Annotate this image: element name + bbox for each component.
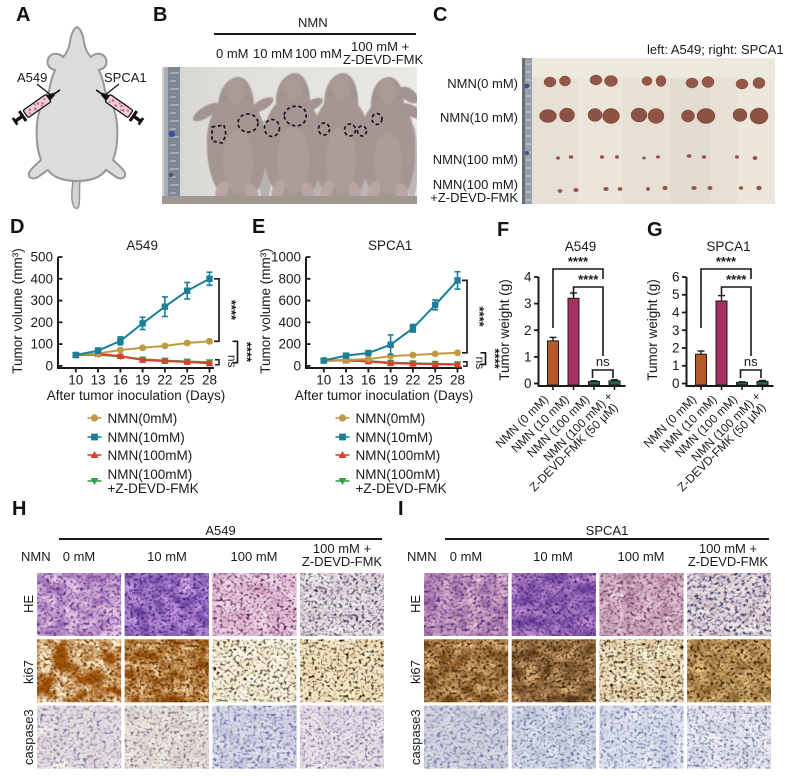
svg-text:ns: ns: [596, 354, 610, 369]
svg-text:NMN(10mM): NMN(10mM): [356, 430, 433, 445]
svg-text:****: ****: [224, 300, 239, 321]
svg-text:1: 1: [524, 349, 532, 364]
svg-text:10: 10: [316, 373, 331, 388]
svg-text:19: 19: [383, 373, 398, 388]
svg-text:1: 1: [672, 358, 680, 373]
svg-text:13: 13: [339, 373, 354, 388]
svg-text:2: 2: [524, 323, 532, 338]
svg-text:0: 0: [293, 358, 301, 373]
svg-text:****: ****: [568, 254, 589, 269]
svg-text:NMN(100mM): NMN(100mM): [356, 448, 441, 463]
svg-text:22: 22: [405, 373, 420, 388]
svg-text:28: 28: [450, 373, 465, 388]
svg-text:10: 10: [68, 373, 83, 388]
svg-text:NMN(100mM): NMN(100mM): [108, 448, 193, 463]
svg-text:A549: A549: [565, 239, 597, 254]
svg-text:400: 400: [278, 315, 301, 330]
svg-text:4: 4: [672, 305, 680, 320]
svg-text:0: 0: [45, 358, 53, 373]
svg-text:After tumor inoculation (Days): After tumor inoculation (Days): [47, 388, 226, 403]
svg-text:16: 16: [361, 373, 376, 388]
svg-text:6: 6: [672, 270, 680, 285]
svg-text:4: 4: [524, 270, 532, 285]
svg-text:NMN(0mM): NMN(0mM): [356, 411, 426, 426]
svg-text:2: 2: [672, 341, 680, 356]
svg-text:****: ****: [716, 254, 737, 269]
svg-text:Tumor volume (mm³): Tumor volume (mm³): [10, 248, 25, 374]
svg-text:Tumor weight (g): Tumor weight (g): [645, 279, 660, 381]
svg-text:****: ****: [578, 272, 599, 287]
svg-text:28: 28: [202, 373, 217, 388]
svg-text:ns: ns: [225, 355, 239, 368]
svg-text:SPCA1: SPCA1: [368, 238, 412, 253]
svg-text:0: 0: [672, 376, 680, 391]
svg-text:22: 22: [157, 373, 172, 388]
svg-text:A549: A549: [126, 238, 158, 253]
svg-text:3: 3: [672, 323, 680, 338]
svg-text:300: 300: [30, 293, 53, 308]
svg-text:25: 25: [428, 373, 443, 388]
svg-text:500: 500: [30, 250, 53, 265]
svg-text:NMN(100mM): NMN(100mM): [356, 467, 441, 482]
svg-text:200: 200: [278, 337, 301, 352]
svg-text:After tumor inoculation (Days): After tumor inoculation (Days): [295, 388, 474, 403]
svg-text:200: 200: [30, 315, 53, 330]
svg-text:Tumor volume (mm³): Tumor volume (mm³): [258, 248, 273, 374]
svg-text:16: 16: [113, 373, 128, 388]
svg-text:+Z-DEVD-FMK: +Z-DEVD-FMK: [108, 481, 199, 496]
svg-text:19: 19: [135, 373, 150, 388]
svg-text:13: 13: [91, 373, 106, 388]
svg-text:****: ****: [240, 342, 255, 363]
svg-text:NMN(100mM): NMN(100mM): [108, 467, 193, 482]
svg-text:3: 3: [524, 296, 532, 311]
svg-text:0: 0: [524, 376, 532, 391]
svg-text:NMN(0mM): NMN(0mM): [108, 411, 178, 426]
svg-text:****: ****: [488, 348, 503, 369]
svg-text:NMN(10mM): NMN(10mM): [108, 430, 185, 445]
svg-text:ns: ns: [473, 357, 487, 370]
svg-text:+Z-DEVD-FMK: +Z-DEVD-FMK: [356, 481, 447, 496]
svg-text:Tumor weight (g): Tumor weight (g): [497, 279, 512, 381]
svg-text:800: 800: [278, 271, 301, 286]
svg-text:****: ****: [472, 306, 487, 327]
svg-text:400: 400: [30, 271, 53, 286]
svg-text:SPCA1: SPCA1: [706, 239, 750, 254]
svg-text:****: ****: [726, 272, 747, 287]
svg-text:100: 100: [30, 337, 53, 352]
svg-text:25: 25: [180, 373, 195, 388]
svg-text:600: 600: [278, 293, 301, 308]
svg-text:5: 5: [672, 287, 680, 302]
svg-text:1000: 1000: [271, 250, 301, 265]
svg-text:ns: ns: [744, 354, 758, 369]
